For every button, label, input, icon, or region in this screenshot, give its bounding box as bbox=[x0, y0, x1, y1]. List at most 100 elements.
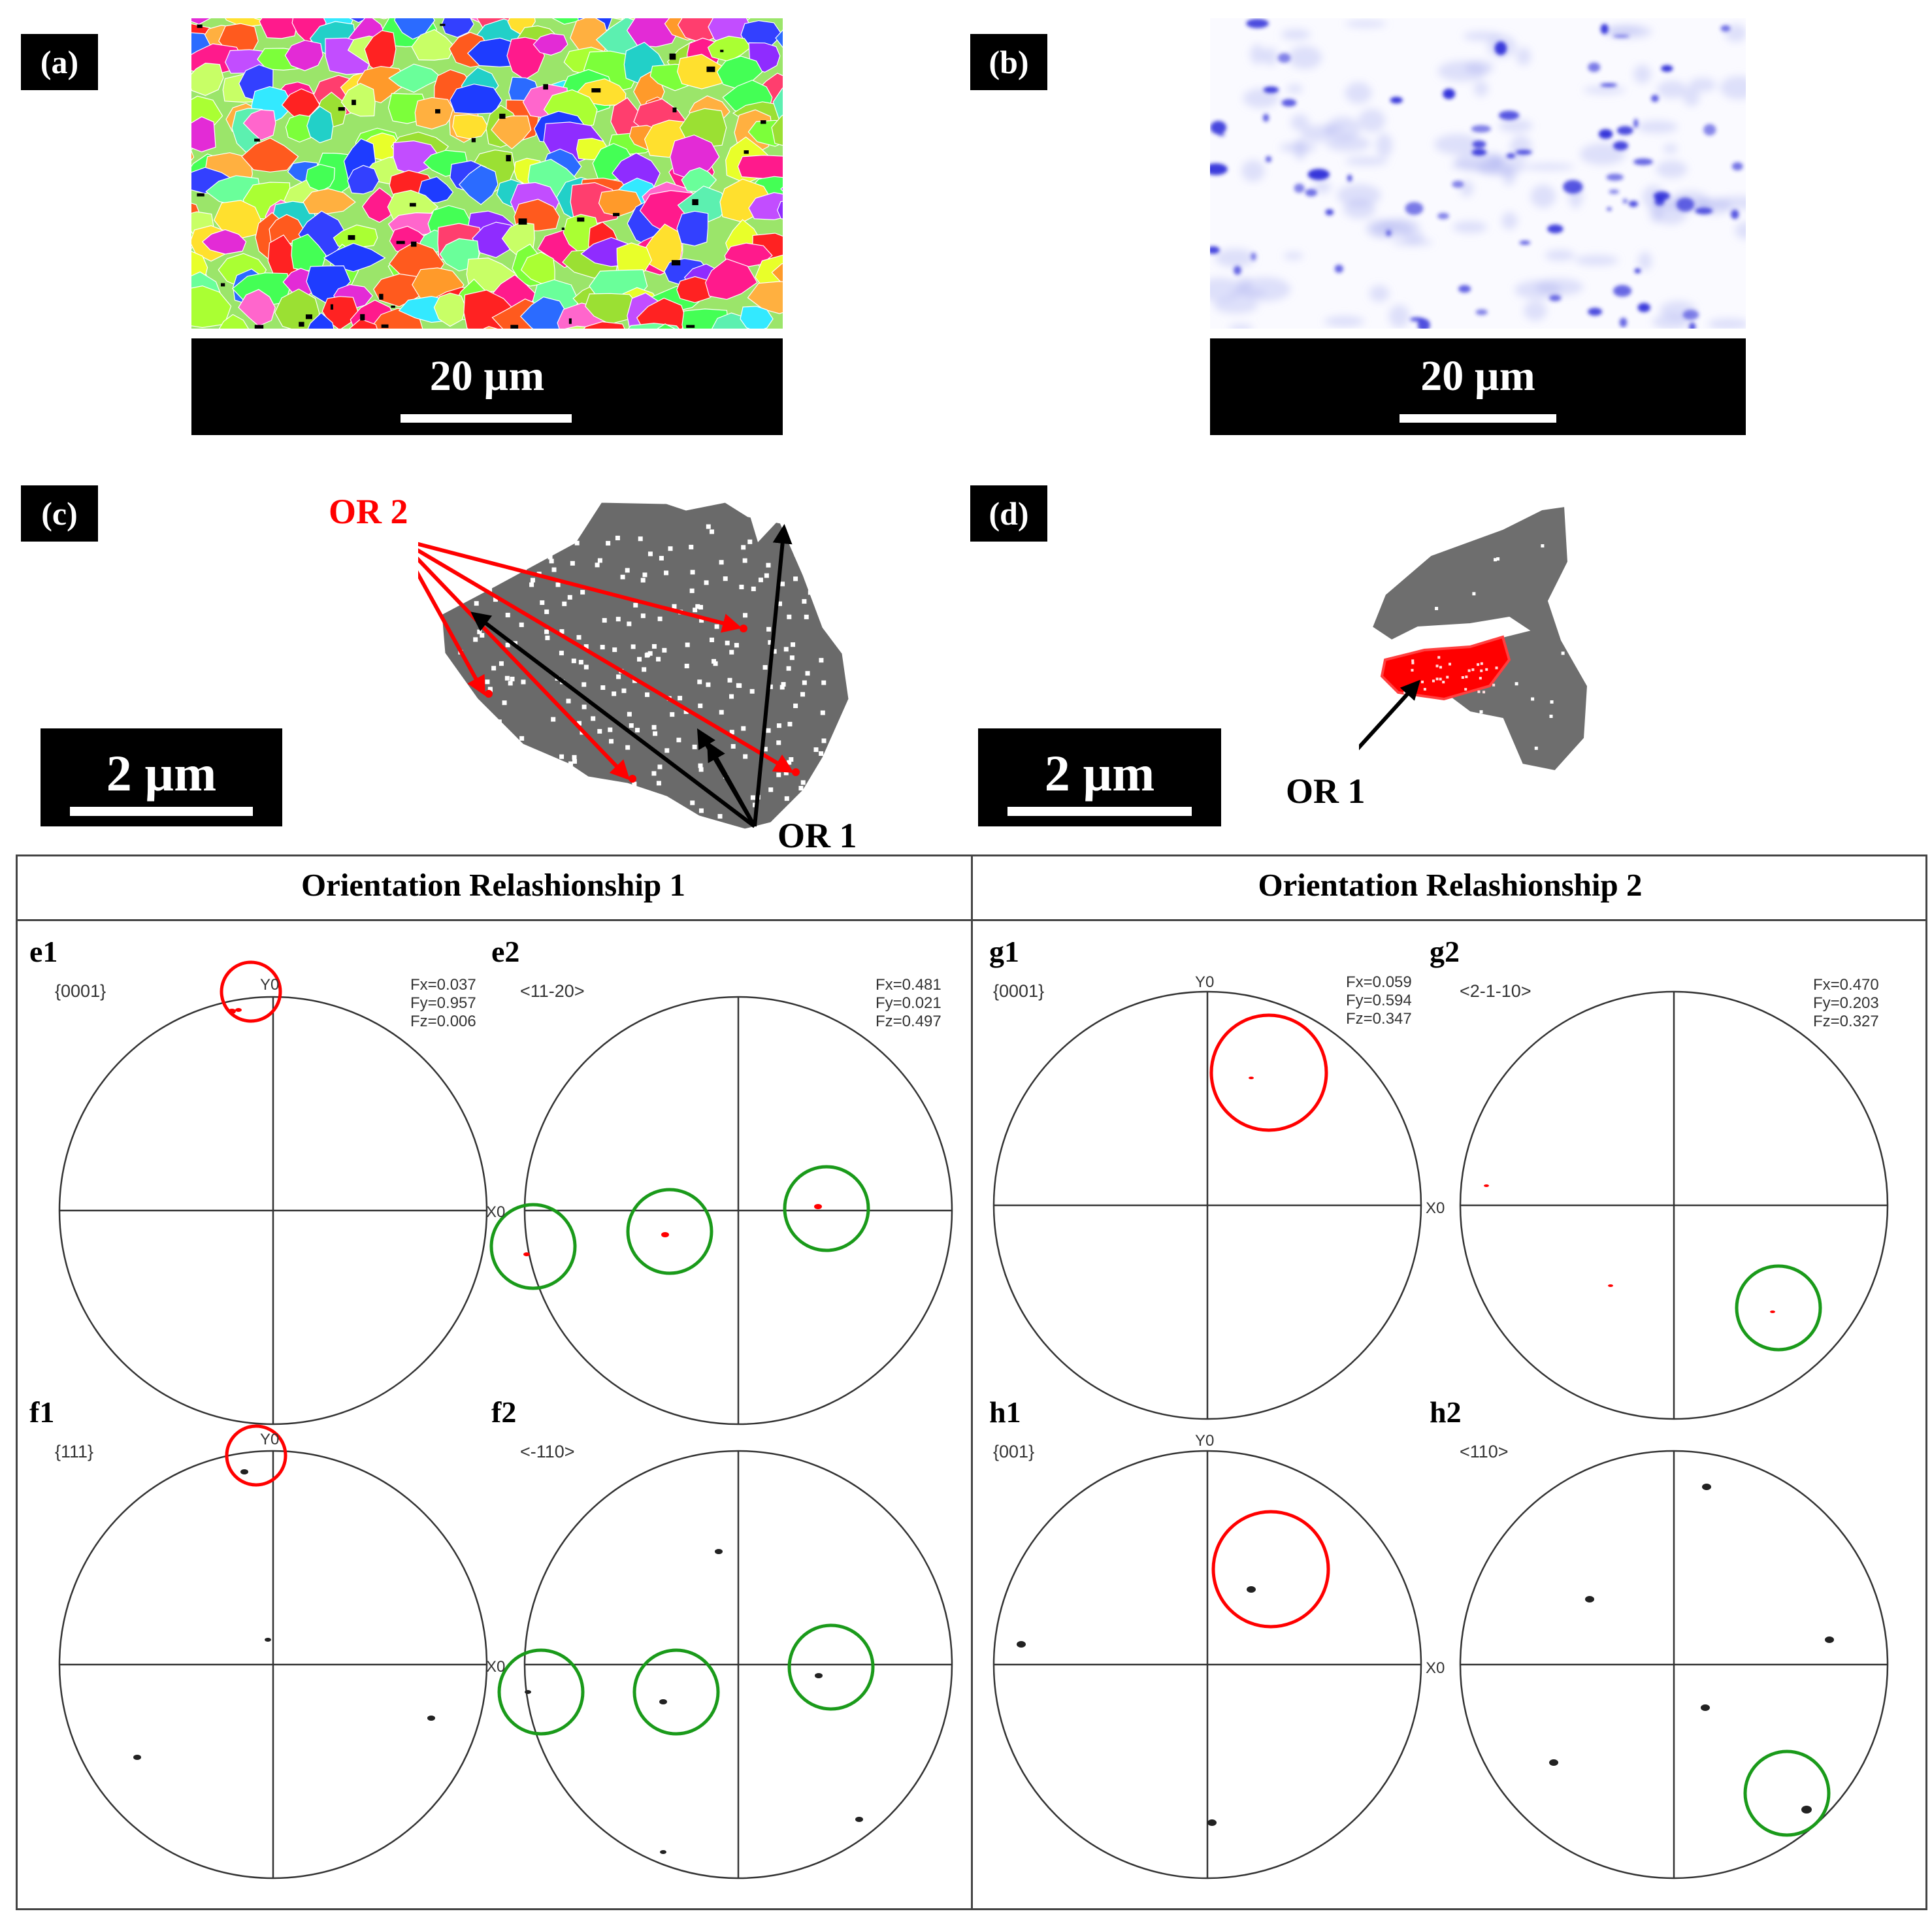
grain bbox=[191, 62, 224, 96]
grain-c-speck bbox=[776, 772, 781, 777]
phase-particle bbox=[1606, 173, 1624, 181]
pole-point bbox=[1247, 1586, 1256, 1593]
grain bbox=[380, 18, 389, 20]
pole-point bbox=[523, 1252, 530, 1256]
scale-bar-d-line bbox=[1007, 807, 1192, 816]
phase-haze bbox=[1580, 143, 1626, 165]
grain bbox=[307, 312, 335, 329]
grain-c-speck bbox=[743, 613, 748, 618]
grain-c-speck bbox=[762, 665, 768, 670]
grain-d-speck bbox=[1452, 723, 1456, 726]
phase-haze bbox=[1345, 82, 1372, 104]
grain-c-speck bbox=[616, 674, 621, 679]
grain-c-speck bbox=[645, 692, 650, 697]
grain bbox=[284, 40, 323, 71]
pole-point bbox=[815, 1673, 823, 1678]
precipitate-speck bbox=[1411, 661, 1415, 664]
grain-c-speck bbox=[558, 811, 563, 816]
fz-g1: Fz=0.347 bbox=[1346, 1010, 1412, 1028]
grain-c-speck bbox=[642, 667, 647, 672]
x-axis-g2: X0 bbox=[1426, 1199, 1445, 1217]
x-axis-f2: X0 bbox=[486, 1658, 506, 1676]
phase-particle bbox=[1294, 184, 1305, 193]
phase-haze bbox=[1656, 160, 1688, 178]
grain-c-speck bbox=[784, 796, 789, 801]
pole-point bbox=[1702, 1484, 1711, 1490]
grain-c-speck bbox=[821, 680, 827, 685]
grain bbox=[201, 229, 247, 255]
grain-c-speck bbox=[551, 813, 557, 818]
phase-haze bbox=[1250, 44, 1265, 65]
phase-haze bbox=[1434, 134, 1481, 155]
grain-c-speck bbox=[568, 770, 574, 775]
phase-particle bbox=[1547, 224, 1564, 234]
phase-particle bbox=[1731, 209, 1739, 220]
grain-c-speck bbox=[566, 698, 571, 704]
grain-c-speck bbox=[717, 814, 723, 819]
phase-haze bbox=[1656, 80, 1688, 99]
grain-c-speck bbox=[706, 524, 711, 529]
grain-c-speck bbox=[578, 660, 583, 665]
grain-c-speck bbox=[657, 616, 663, 621]
grain-c-speck bbox=[570, 561, 575, 566]
grain-d-speck bbox=[1550, 700, 1554, 704]
phase-particle bbox=[1616, 125, 1633, 135]
grain-c-speck bbox=[762, 747, 768, 752]
scale-bar-d-label: 2 µm bbox=[1044, 745, 1155, 802]
highlight-circle-red bbox=[1209, 1013, 1328, 1132]
phase-haze bbox=[1463, 31, 1502, 41]
grain-c-speck bbox=[487, 687, 493, 692]
pole-figure bbox=[1459, 1450, 1889, 1879]
grain-c-speck bbox=[505, 642, 510, 647]
pole-point bbox=[661, 1232, 669, 1237]
pole-point bbox=[1770, 1310, 1775, 1313]
unindexed-spot bbox=[254, 325, 264, 329]
grain-c-speck bbox=[642, 572, 647, 578]
grain bbox=[771, 263, 783, 283]
grain-c-speck bbox=[510, 789, 515, 794]
grain-c-speck bbox=[576, 721, 581, 726]
grain-c-speck bbox=[529, 582, 534, 587]
grain-c-speck bbox=[793, 703, 798, 708]
grain-c-speck bbox=[759, 531, 764, 536]
grain-c-speck bbox=[678, 696, 683, 701]
phase-haze bbox=[1473, 81, 1488, 97]
precipitate-speck bbox=[1439, 666, 1442, 669]
grain-c-speck bbox=[783, 770, 789, 775]
grain-c-speck bbox=[684, 663, 689, 668]
phase-haze bbox=[1501, 212, 1518, 230]
grain-c-speck bbox=[672, 604, 677, 609]
pole-point bbox=[1801, 1806, 1812, 1814]
precipitate-speck bbox=[1480, 669, 1483, 672]
phase-haze bbox=[1714, 196, 1746, 210]
fx-g2: Fx=0.470 bbox=[1813, 976, 1879, 994]
grain-c-speck bbox=[581, 704, 587, 709]
grain-c-speck bbox=[794, 551, 799, 557]
grain bbox=[259, 18, 299, 39]
grain-c-speck bbox=[791, 642, 796, 647]
highlight-circle-green bbox=[787, 1623, 875, 1711]
phase-particle bbox=[1633, 118, 1639, 128]
unindexed-spot bbox=[577, 217, 585, 222]
grain-c-speck bbox=[698, 604, 704, 610]
grain-c-speck bbox=[766, 562, 771, 568]
grain bbox=[583, 321, 625, 329]
fz-e1: Fz=0.006 bbox=[410, 1013, 476, 1030]
phase-haze bbox=[1583, 86, 1626, 95]
grain-c-speck bbox=[621, 688, 627, 693]
phase-haze bbox=[1313, 180, 1332, 194]
or2-arrow bbox=[418, 570, 485, 696]
grain-c-speck bbox=[698, 767, 704, 772]
pole-label-f2: f2 bbox=[491, 1395, 517, 1429]
grain-c-speck bbox=[629, 723, 634, 728]
grain-c-speck bbox=[804, 614, 809, 619]
unindexed-spot bbox=[254, 138, 260, 142]
grain-c-speck bbox=[653, 731, 658, 736]
grain-c-speck bbox=[758, 525, 763, 530]
precipitate-speck bbox=[1448, 662, 1451, 666]
phase-haze bbox=[1324, 316, 1365, 327]
pole-point bbox=[1249, 1077, 1254, 1079]
grain-c-speck bbox=[567, 594, 572, 600]
grain bbox=[411, 29, 455, 61]
pole-figure bbox=[1459, 990, 1889, 1420]
